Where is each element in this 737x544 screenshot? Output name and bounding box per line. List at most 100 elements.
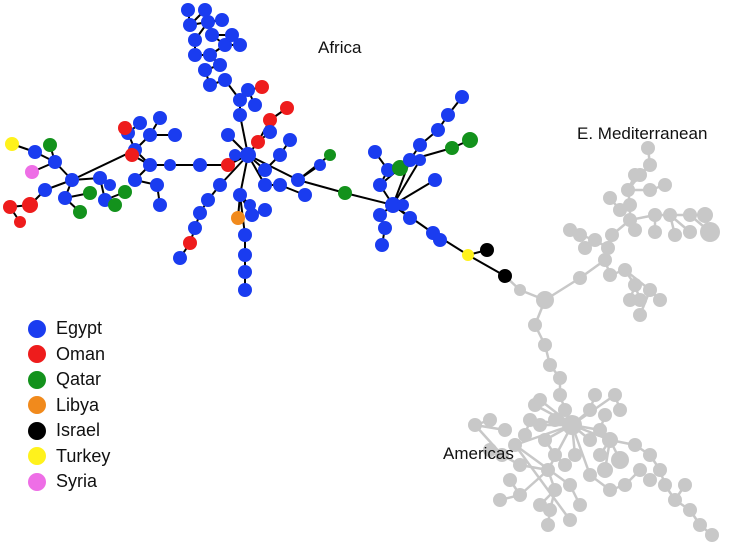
network-edge bbox=[344, 192, 394, 206]
network-node-egypt bbox=[193, 206, 207, 220]
network-node bbox=[603, 268, 617, 282]
network-node-qatar bbox=[118, 185, 132, 199]
network-node-egypt bbox=[258, 178, 272, 192]
network-node-egypt bbox=[378, 221, 392, 235]
network-node-qatar bbox=[73, 205, 87, 219]
network-node-egypt bbox=[241, 83, 255, 97]
network-node bbox=[541, 463, 555, 477]
network-node-oman bbox=[118, 121, 132, 135]
network-node-egypt bbox=[205, 28, 219, 42]
network-node-israel bbox=[498, 269, 512, 283]
network-node-egypt bbox=[188, 221, 202, 235]
network-node-egypt bbox=[245, 208, 259, 222]
network-node bbox=[668, 228, 682, 242]
network-node-turkey bbox=[462, 249, 474, 261]
network-node-egypt bbox=[218, 73, 232, 87]
network-node bbox=[543, 358, 557, 372]
network-node bbox=[605, 228, 619, 242]
legend: Egypt Oman Qatar Libya Israel Turkey Syr… bbox=[28, 316, 110, 495]
network-node bbox=[553, 371, 567, 385]
network-node-qatar bbox=[392, 160, 408, 176]
network-node-egypt bbox=[153, 111, 167, 125]
grey-network-nodes bbox=[468, 141, 720, 542]
legend-swatch-israel bbox=[28, 421, 46, 440]
network-node-egypt bbox=[143, 128, 157, 142]
network-node bbox=[518, 428, 532, 442]
network-node bbox=[628, 438, 642, 452]
network-node bbox=[621, 183, 635, 197]
network-node bbox=[573, 271, 587, 285]
network-node bbox=[593, 423, 607, 437]
network-node bbox=[493, 493, 507, 507]
network-edge bbox=[467, 254, 506, 277]
network-node-qatar bbox=[108, 198, 122, 212]
network-node bbox=[643, 158, 657, 172]
network-node-qatar bbox=[445, 141, 459, 155]
network-node bbox=[563, 223, 577, 237]
network-node bbox=[668, 493, 682, 507]
network-node-egypt bbox=[314, 159, 326, 171]
legend-label-libya: Libya bbox=[56, 394, 100, 415]
network-node-egypt bbox=[218, 38, 232, 52]
network-node bbox=[643, 448, 657, 462]
network-node bbox=[548, 413, 562, 427]
network-node-egypt bbox=[373, 178, 387, 192]
network-node bbox=[548, 483, 562, 497]
legend-item-oman: Oman bbox=[28, 342, 110, 368]
network-node bbox=[598, 253, 612, 267]
network-node bbox=[633, 308, 647, 322]
network-node bbox=[618, 478, 632, 492]
legend-swatch-qatar bbox=[28, 370, 46, 389]
legend-item-qatar: Qatar bbox=[28, 367, 110, 393]
network-node bbox=[562, 415, 582, 435]
network-node-egypt bbox=[133, 116, 147, 130]
network-node-egypt bbox=[164, 159, 176, 171]
network-node bbox=[653, 293, 667, 307]
network-node-egypt bbox=[48, 155, 62, 169]
network-node bbox=[553, 388, 567, 402]
network-node bbox=[598, 408, 612, 422]
network-node-egypt bbox=[368, 145, 382, 159]
network-node-egypt bbox=[258, 203, 272, 217]
network-node bbox=[618, 263, 632, 277]
network-node-libya bbox=[231, 211, 245, 225]
network-node bbox=[658, 478, 672, 492]
network-node-oman bbox=[14, 216, 26, 228]
network-node-egypt bbox=[198, 63, 212, 77]
network-node bbox=[583, 403, 597, 417]
network-node bbox=[705, 528, 719, 542]
network-edge bbox=[297, 179, 346, 194]
network-node-egypt bbox=[213, 58, 227, 72]
network-node-egypt bbox=[258, 163, 272, 177]
network-node bbox=[578, 241, 592, 255]
network-node bbox=[536, 291, 554, 309]
legend-item-israel: Israel bbox=[28, 418, 110, 444]
network-node-egypt bbox=[244, 199, 256, 211]
network-node-egypt bbox=[188, 48, 202, 62]
network-node bbox=[602, 432, 618, 448]
network-node bbox=[633, 463, 647, 477]
network-node-qatar bbox=[83, 186, 97, 200]
network-node bbox=[588, 233, 602, 247]
network-node bbox=[533, 393, 547, 407]
network-node-oman bbox=[251, 135, 265, 149]
network-node-egypt bbox=[431, 123, 445, 137]
legend-swatch-egypt bbox=[28, 319, 46, 338]
network-node-egypt bbox=[441, 108, 455, 122]
network-node-oman bbox=[183, 236, 197, 250]
network-node-egypt bbox=[65, 173, 79, 187]
network-node-egypt bbox=[229, 149, 241, 161]
label-e-mediterranean: E. Mediterranean bbox=[577, 124, 708, 143]
network-node-egypt bbox=[291, 173, 305, 187]
africa-network-edges bbox=[9, 9, 506, 290]
network-node-oman bbox=[255, 80, 269, 94]
network-node-egypt bbox=[238, 228, 252, 242]
network-node-egypt bbox=[150, 178, 164, 192]
network-node bbox=[513, 458, 527, 472]
network-node-qatar bbox=[338, 186, 352, 200]
network-node bbox=[495, 448, 509, 462]
network-node bbox=[508, 438, 522, 452]
network-node-egypt bbox=[93, 171, 107, 185]
network-node-qatar bbox=[324, 149, 336, 161]
network-node-egypt bbox=[403, 211, 417, 225]
